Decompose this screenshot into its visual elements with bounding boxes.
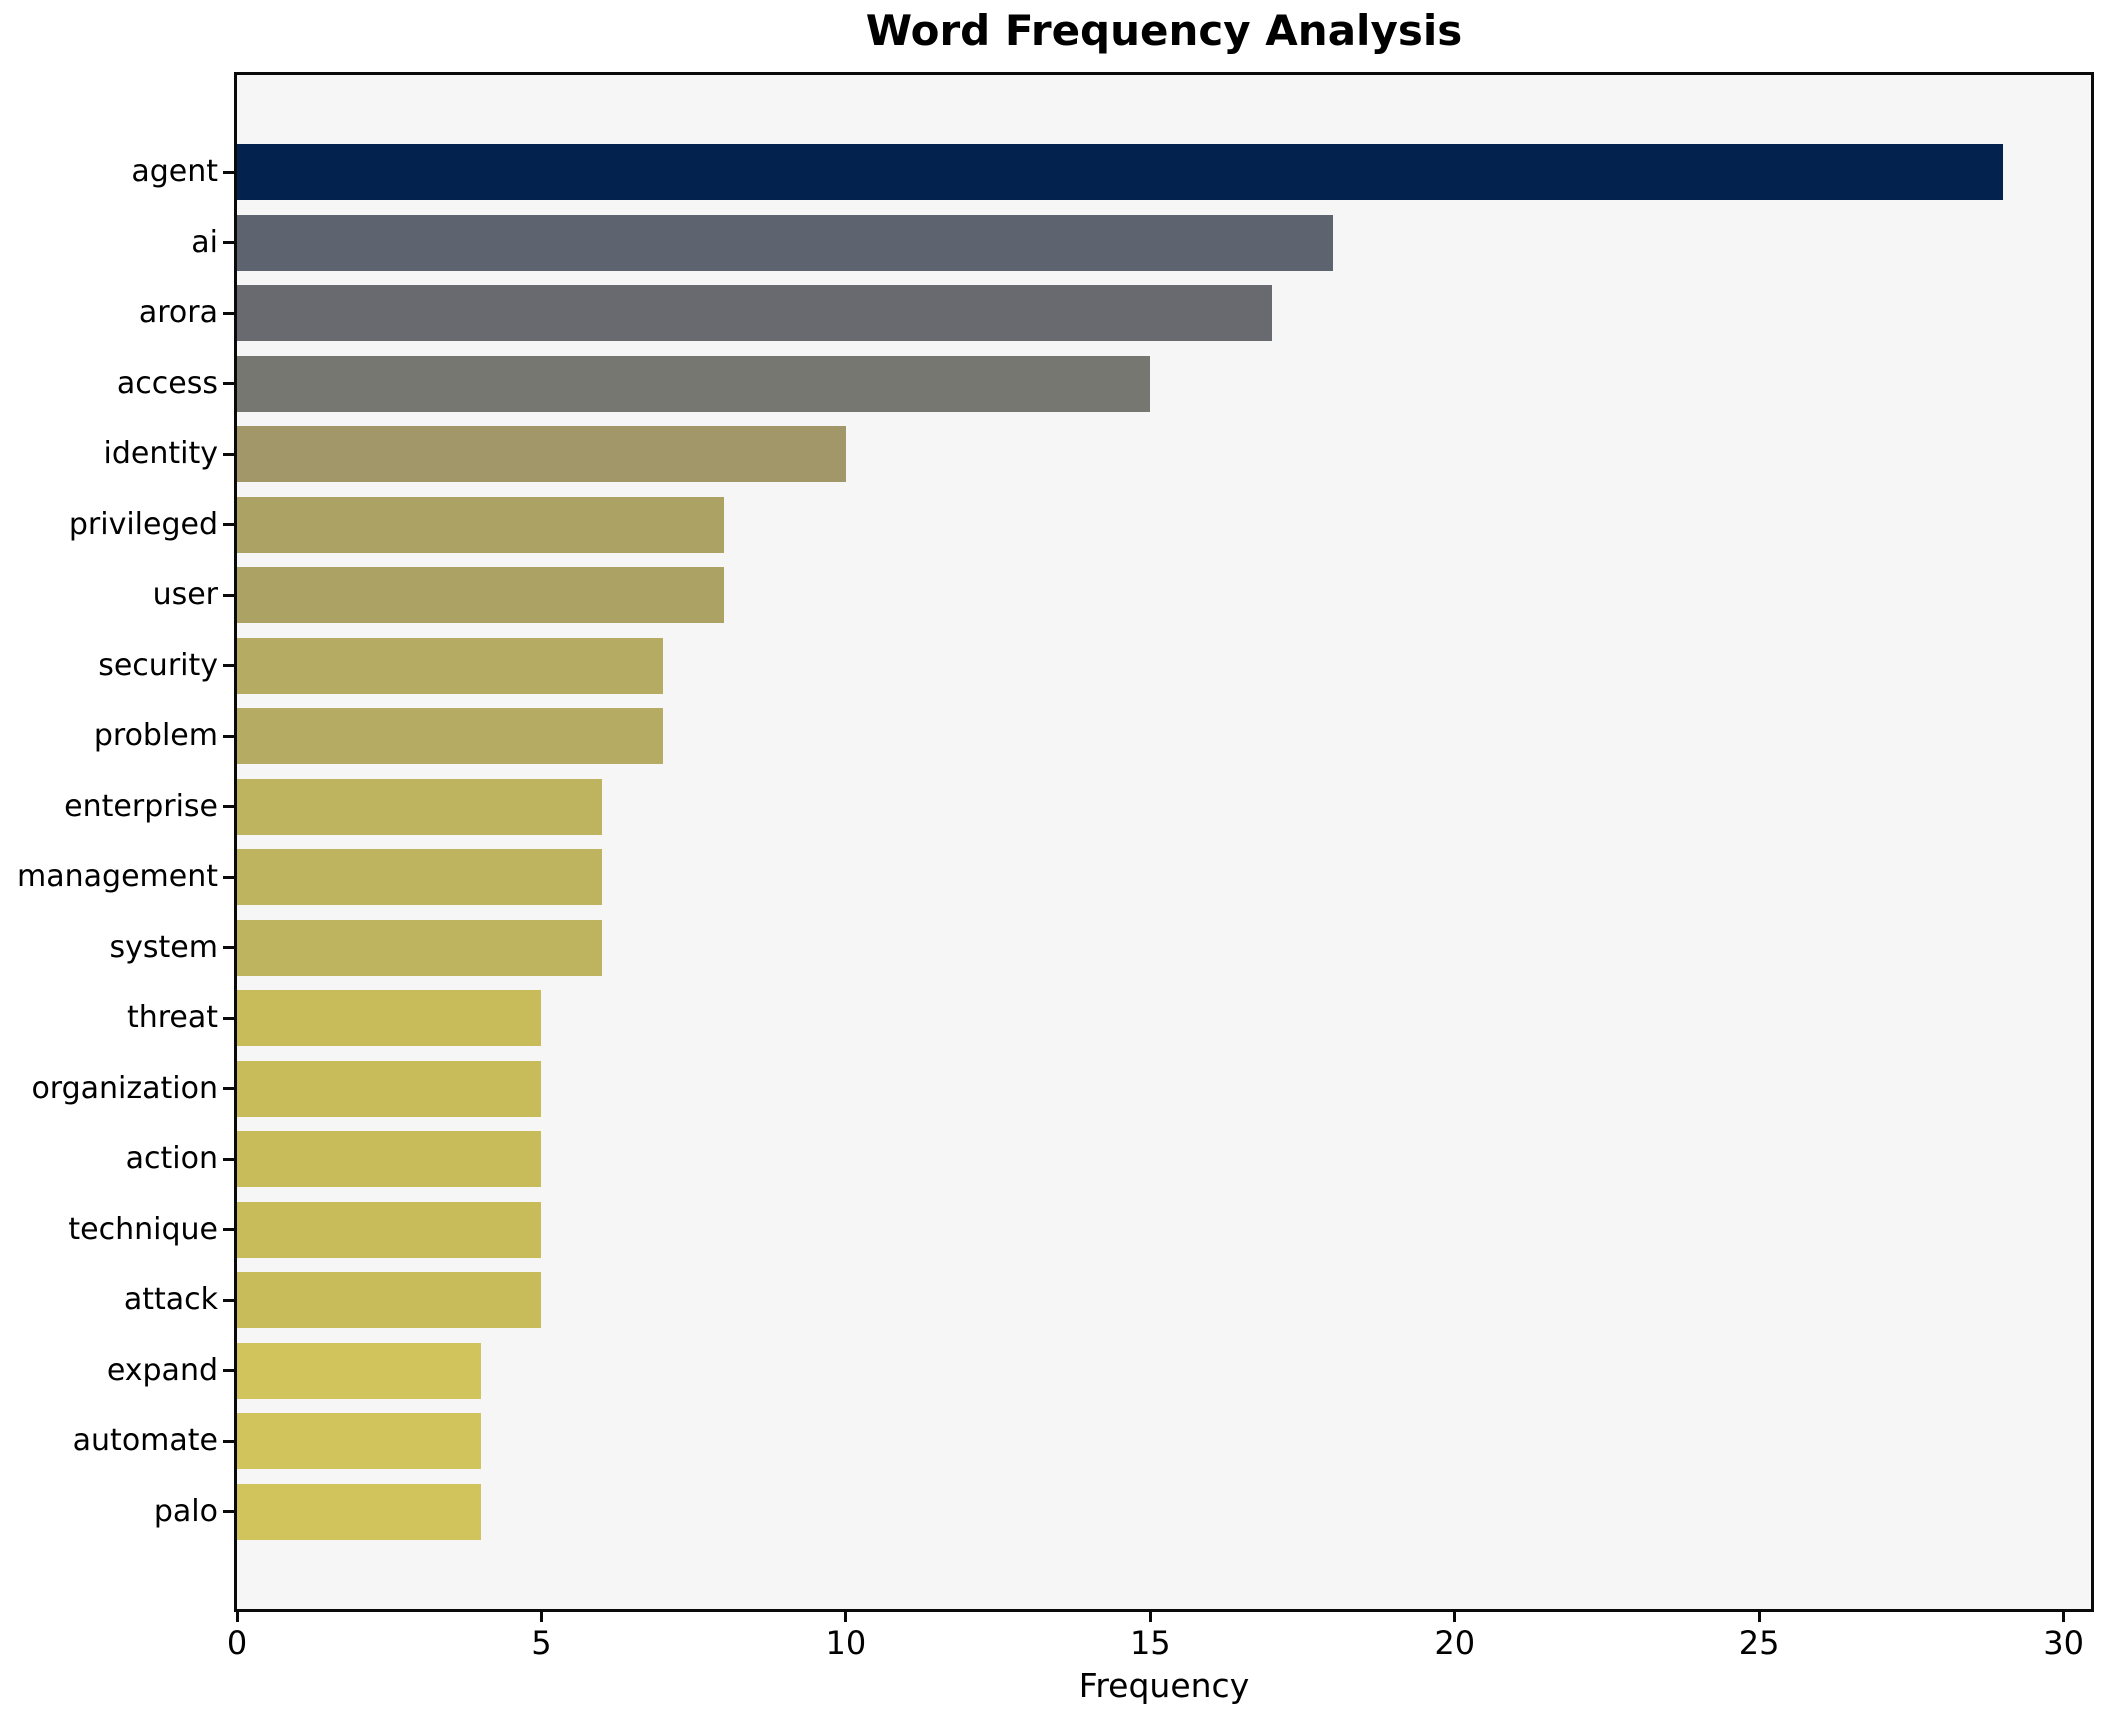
y-tick-mark [223, 805, 234, 808]
y-tick-label-management: management [17, 859, 218, 894]
y-tick-mark [223, 311, 234, 315]
y-tick-label-identity: identity [103, 436, 218, 471]
y-tick-mark [223, 1087, 234, 1090]
y-tick-label-problem: problem [93, 718, 218, 753]
bar-organization [237, 1060, 542, 1117]
y-tick-label-palo: palo [153, 1493, 218, 1529]
y-tick-mark [223, 1439, 234, 1443]
y-tick-mark [223, 664, 234, 667]
x-axis-title: Frequency [1078, 1666, 1250, 1705]
bar-palo [237, 1483, 481, 1540]
bar-security [237, 637, 664, 694]
y-tick-label-user: user [152, 577, 218, 612]
x-tick-mark [2062, 1612, 2066, 1622]
y-tick-label-arora: arora [138, 295, 218, 330]
y-tick-label-technique: technique [68, 1211, 218, 1247]
y-tick-label-threat: threat [126, 1000, 218, 1035]
bar-privileged [237, 496, 725, 553]
bar-threat [237, 990, 542, 1046]
y-tick-mark [223, 452, 234, 456]
bar-technique [237, 1201, 542, 1258]
y-tick-mark [223, 1016, 234, 1020]
x-tick-mark [1757, 1612, 1761, 1622]
bar-enterprise [237, 778, 603, 835]
bar-user [237, 567, 725, 623]
y-tick-label-organization: organization [31, 1070, 218, 1106]
bar-management [237, 849, 603, 905]
bar-agent [237, 144, 2003, 200]
y-tick-label-action: action [125, 1141, 218, 1176]
y-tick-mark [223, 1369, 234, 1372]
y-tick-mark [223, 382, 234, 385]
y-tick-mark [223, 946, 234, 949]
y-tick-label-enterprise: enterprise [64, 788, 218, 824]
x-tick-label-0: 0 [226, 1624, 248, 1662]
bar-access [237, 355, 1151, 412]
x-tick-label-5: 5 [531, 1624, 552, 1662]
bar-arora [237, 285, 1273, 341]
bar-system [237, 919, 603, 976]
bar-expand [237, 1342, 481, 1399]
bar-problem [237, 708, 664, 764]
x-tick-mark [235, 1612, 239, 1622]
x-tick-mark [1148, 1612, 1152, 1622]
x-tick-mark [539, 1612, 543, 1622]
y-tick-label-privileged: privileged [68, 506, 218, 542]
bar-action [237, 1131, 542, 1187]
y-tick-mark [223, 1157, 234, 1161]
y-tick-label-access: access [116, 365, 218, 401]
chart-title: Word Frequency Analysis [865, 6, 1463, 55]
x-tick-mark [844, 1612, 848, 1622]
y-tick-label-ai: ai [191, 224, 218, 260]
y-tick-label-security: security [98, 647, 218, 683]
x-tick-label-25: 25 [1738, 1624, 1780, 1662]
y-tick-mark [223, 593, 234, 597]
x-tick-label-20: 20 [1434, 1624, 1476, 1662]
y-tick-mark [223, 241, 234, 244]
y-tick-label-agent: agent [131, 154, 218, 189]
y-tick-mark [223, 170, 234, 174]
y-tick-mark [223, 1298, 234, 1302]
bar-attack [237, 1272, 542, 1328]
plot-area [234, 72, 2094, 1612]
y-tick-mark [223, 1228, 234, 1231]
y-tick-mark [223, 1510, 234, 1513]
y-tick-label-system: system [109, 929, 218, 965]
y-tick-mark [223, 875, 234, 879]
y-tick-label-attack: attack [123, 1282, 218, 1317]
bar-automate [237, 1413, 481, 1469]
x-tick-label-15: 15 [1129, 1624, 1171, 1662]
x-tick-mark [1453, 1612, 1457, 1622]
bar-identity [237, 426, 846, 482]
y-tick-mark [223, 734, 234, 738]
y-tick-label-expand: expand [106, 1352, 218, 1388]
y-tick-mark [223, 523, 234, 526]
x-tick-label-30: 30 [2043, 1624, 2084, 1662]
x-tick-label-10: 10 [825, 1624, 867, 1662]
y-tick-label-automate: automate [72, 1423, 218, 1458]
bar-ai [237, 214, 1333, 271]
